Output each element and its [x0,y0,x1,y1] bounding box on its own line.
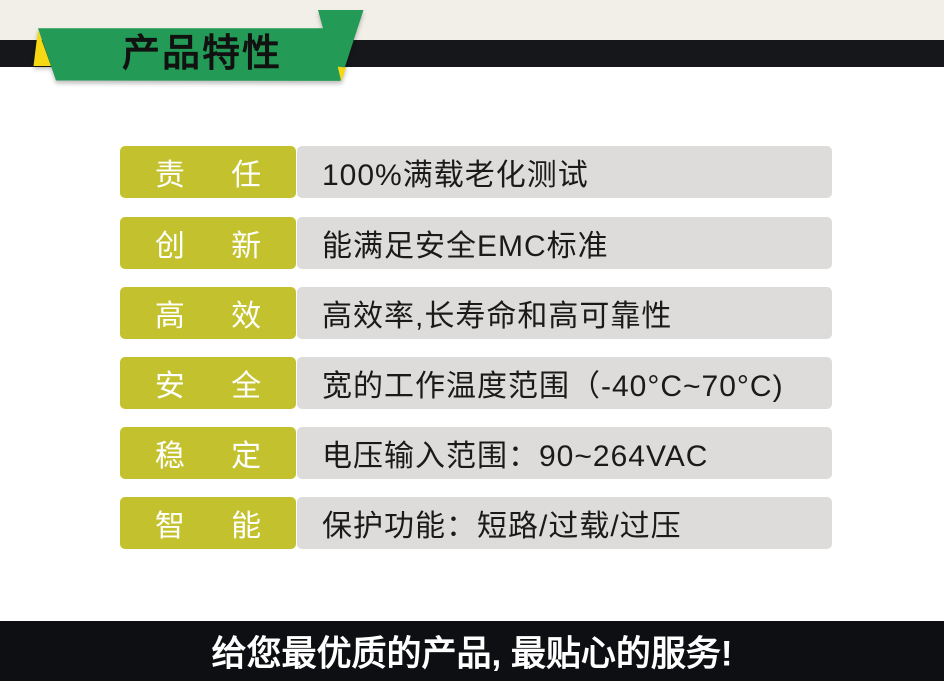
svg-text:产品特性: 产品特性 [122,33,282,75]
